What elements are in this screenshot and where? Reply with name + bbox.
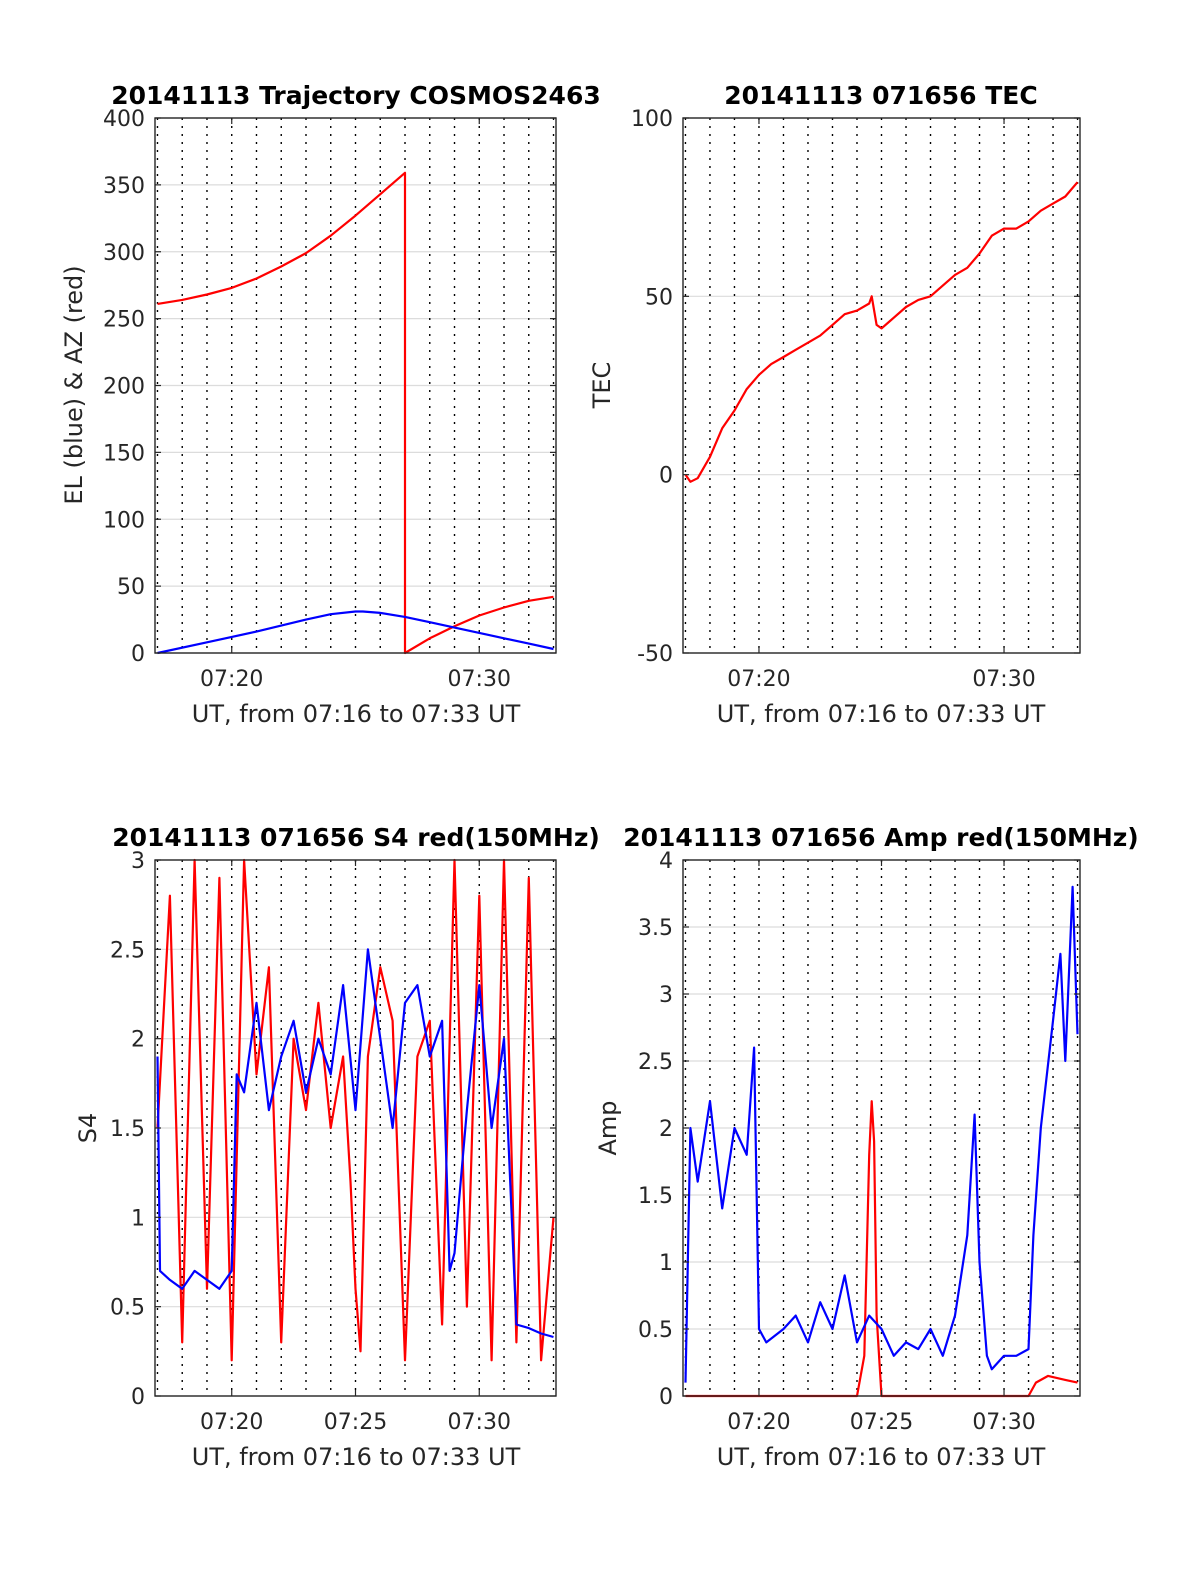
x-tick-label: 07:25: [324, 1410, 387, 1435]
x-tick-label: 07:20: [727, 1410, 790, 1435]
series-line: [684, 181, 1079, 483]
x-axis-label: UT, from 07:16 to 07:33 UT: [717, 700, 1046, 728]
y-tick-label: 3.5: [638, 916, 673, 941]
y-tick-label: 100: [631, 107, 673, 132]
chart-amp: 20141113 071656 Amp red(150MHz) UT, from…: [594, 823, 1139, 1471]
x-tick-label: 07:20: [200, 1410, 263, 1435]
y-tick-label: 1: [131, 1206, 145, 1231]
y-tick-label: 1.5: [638, 1184, 673, 1209]
y-tick-label: 100: [103, 508, 145, 533]
y-tick-label: 0.5: [110, 1296, 145, 1321]
y-tick-label: 200: [103, 375, 145, 400]
chart-tec: 20141113 071656 TEC UT, from 07:16 to 07…: [588, 81, 1081, 728]
x-tick-label: 07:30: [972, 667, 1035, 692]
minute-gridlines: [156, 118, 555, 653]
y-tick-label: 2: [131, 1028, 145, 1053]
x-tick-label: 07:25: [850, 1410, 913, 1435]
y-tick-label: 1.5: [110, 1117, 145, 1142]
y-axis-label: EL (blue) & AZ (red): [60, 265, 88, 504]
y-tick-label: 2.5: [110, 938, 145, 963]
series-line: [157, 610, 554, 655]
x-tick-label: 07:20: [727, 667, 790, 692]
y-tick-label: 0: [659, 464, 673, 489]
series-line: [684, 885, 1079, 1383]
y-tick-label: 0: [131, 1385, 145, 1410]
y-tick-label: 2.5: [638, 1050, 673, 1075]
y-axis-label: S4: [74, 1113, 102, 1144]
x-tick-label: 07:30: [972, 1410, 1035, 1435]
y-tick-label: 0: [131, 642, 145, 667]
x-tick-label: 07:30: [448, 667, 511, 692]
chart-trajectory: 20141113 Trajectory COSMOS2463 UT, from …: [60, 81, 601, 728]
x-axis-label: UT, from 07:16 to 07:33 UT: [192, 1443, 521, 1471]
series-line: [156, 858, 555, 1362]
x-axis-label: UT, from 07:16 to 07:33 UT: [717, 1443, 1046, 1471]
y-tick-label: 300: [103, 241, 145, 266]
y-tick-label: 50: [117, 575, 145, 600]
chart-s4: 20141113 071656 S4 red(150MHz) UT, from …: [74, 823, 600, 1471]
y-tick-label: 3: [659, 983, 673, 1008]
x-tick-label: 07:20: [200, 667, 263, 692]
y-tick-label: 0: [659, 1385, 673, 1410]
y-tick-label: 1: [659, 1251, 673, 1276]
y-axis-label: Amp: [594, 1100, 622, 1155]
y-tick-label: 250: [103, 308, 145, 333]
y-tick-label: -50: [637, 642, 673, 667]
chart-title: 20141113 Trajectory COSMOS2463: [111, 81, 601, 110]
y-tick-label: 400: [103, 107, 145, 132]
chart-title: 20141113 071656 Amp red(150MHz): [623, 823, 1139, 852]
minute-gridlines: [684, 860, 1079, 1396]
y-tick-label: 0.5: [638, 1318, 673, 1343]
x-axis-label: UT, from 07:16 to 07:33 UT: [192, 700, 521, 728]
y-tick-label: 2: [659, 1117, 673, 1142]
series-line: [157, 171, 554, 655]
minute-gridlines: [684, 118, 1079, 653]
chart-title: 20141113 071656 S4 red(150MHz): [112, 823, 600, 852]
y-tick-label: 3: [131, 849, 145, 874]
y-tick-label: 350: [103, 174, 145, 199]
axes-box: [682, 117, 1081, 654]
chart-title: 20141113 071656 TEC: [724, 81, 1037, 110]
x-tick-label: 07:30: [448, 1410, 511, 1435]
y-tick-label: 50: [645, 285, 673, 310]
y-tick-label: 4: [659, 849, 673, 874]
y-tick-label: 150: [103, 441, 145, 466]
y-axis-label: TEC: [588, 362, 616, 410]
series-line: [156, 948, 554, 1339]
